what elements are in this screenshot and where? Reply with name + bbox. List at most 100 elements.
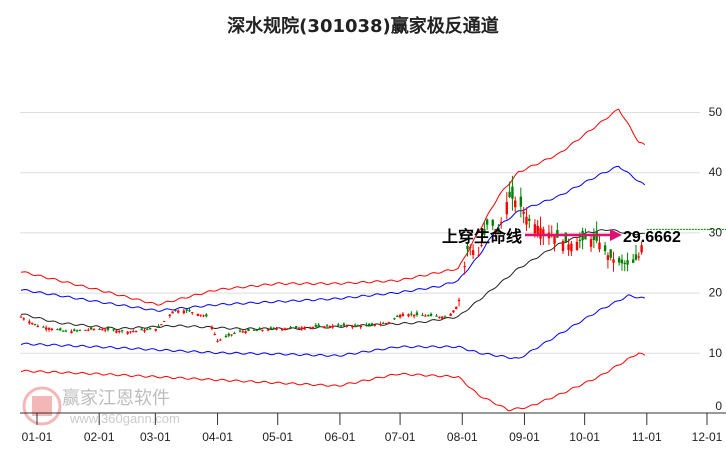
candle-body [435, 315, 438, 317]
candle-body [216, 340, 219, 342]
candle-body [309, 327, 312, 329]
candle-body [542, 229, 545, 235]
candle-body [528, 218, 531, 221]
candle-body [92, 329, 96, 331]
candle-body [104, 329, 107, 331]
x-tick-label: 02-01 [84, 430, 115, 444]
candle-body [497, 227, 500, 233]
candle-body [415, 312, 419, 315]
candle-body [89, 327, 93, 330]
candle-body [491, 219, 494, 226]
candle-body [300, 327, 303, 330]
candle-body [146, 329, 149, 331]
candle-body [188, 310, 191, 312]
candle-body [199, 314, 202, 316]
candle-body [533, 224, 537, 234]
candle-body [238, 330, 242, 332]
x-tick-label: 11-01 [632, 430, 662, 444]
candle-body [171, 311, 174, 314]
candle-body [626, 260, 629, 265]
candle-body [499, 222, 503, 224]
candle-body [269, 327, 273, 330]
candle-body [148, 328, 152, 330]
x-tick-label: 03-01 [140, 430, 171, 444]
x-tick-label: 09-01 [509, 430, 540, 444]
candle-body [387, 322, 391, 324]
candle-body [592, 234, 596, 240]
candle-body [508, 191, 511, 198]
candle-body [101, 329, 104, 331]
candle-body [177, 310, 180, 313]
candle-body [567, 244, 570, 250]
candle-body [438, 316, 441, 318]
candle-body [356, 325, 360, 327]
candle-body [47, 328, 51, 330]
candle-body [514, 200, 517, 208]
candle-body [160, 324, 163, 326]
candle-body [452, 310, 455, 313]
candle-body [561, 241, 565, 252]
candle-body [36, 325, 40, 328]
candle-body [227, 333, 230, 336]
candle-body [384, 323, 388, 325]
candle-body [373, 324, 377, 326]
candle-body [191, 312, 194, 314]
candle-body [345, 325, 348, 327]
candle-body [280, 328, 284, 331]
candle-body [331, 325, 334, 328]
candle-body [328, 326, 332, 328]
x-tick-label: 10-01 [569, 430, 600, 444]
candle-body [463, 266, 466, 268]
candle-body [98, 328, 101, 330]
candle-body [132, 331, 135, 333]
candle-body [398, 314, 402, 318]
candle-body [294, 326, 298, 328]
candle-body [126, 331, 129, 334]
candle-body [210, 327, 214, 329]
candle-body [407, 314, 410, 317]
candle-body [233, 332, 236, 334]
watermark-url: www.360gann.com [70, 411, 180, 426]
series-blue-lower [20, 294, 645, 360]
candle-body [78, 329, 82, 331]
candle-body [30, 323, 34, 325]
candle-body [168, 314, 171, 317]
candle-body [342, 323, 346, 326]
candle-body [106, 327, 110, 330]
candle-body [617, 257, 621, 263]
candle-body [367, 323, 371, 326]
candle-body [455, 307, 458, 310]
candle-body [637, 256, 640, 258]
watermark-text: 赢家江恩软件 [62, 388, 170, 409]
candle-body [129, 331, 132, 333]
candle-body [393, 318, 396, 320]
candle-body [64, 330, 68, 332]
candle-body [575, 241, 579, 251]
y-tick-label: 10 [709, 346, 723, 360]
candle-body [449, 313, 452, 316]
candle-body [266, 329, 270, 331]
candle-body [244, 331, 247, 333]
candle-body [584, 235, 587, 240]
candle-body [396, 315, 399, 317]
candle-body [112, 329, 115, 331]
candle-body [196, 313, 200, 316]
candle-body [154, 328, 157, 331]
candle-body [570, 243, 573, 252]
watermark-seal-icon [22, 386, 62, 431]
candle-body [258, 328, 261, 331]
candle-body [379, 323, 382, 325]
candle-body [401, 313, 405, 317]
y-tick-label: 50 [709, 105, 723, 119]
candle-body [134, 330, 138, 332]
candle-body [365, 324, 368, 326]
series-red-upper [20, 108, 646, 306]
candle-body [143, 330, 146, 332]
candle-body [412, 314, 416, 317]
candle-body [426, 315, 430, 317]
chart-title: 深水规院(301038)赢家极反通道 [227, 16, 499, 37]
y-tick-label: 30 [709, 225, 723, 239]
candle-body [70, 331, 73, 334]
candle-body [469, 246, 472, 248]
candle-body [241, 331, 245, 333]
